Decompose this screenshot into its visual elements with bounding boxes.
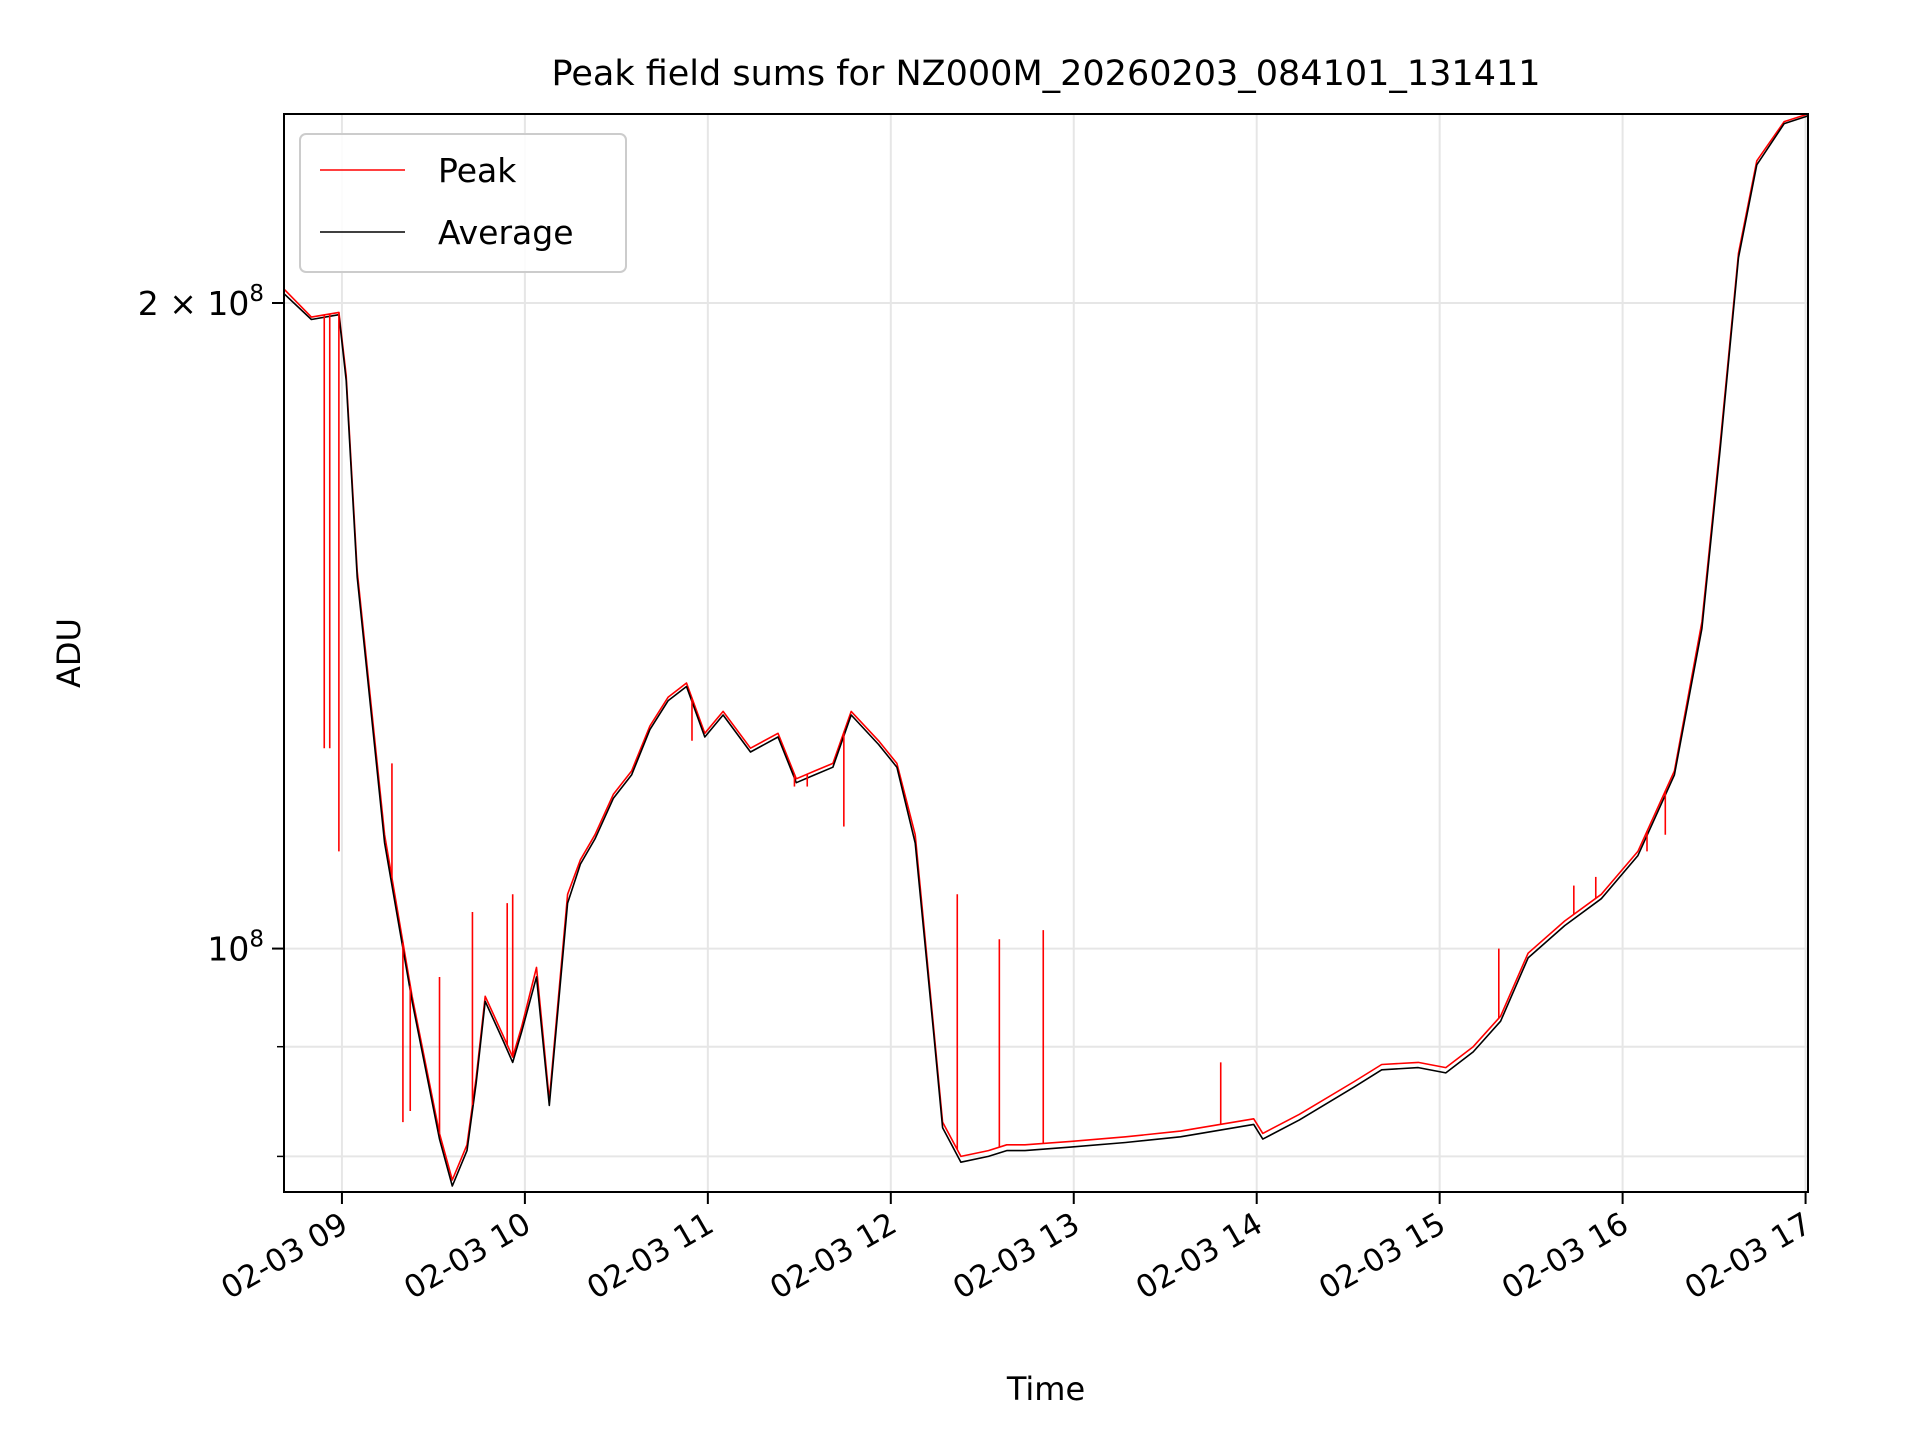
series-layer	[283, 113, 1809, 1187]
plot-frame	[283, 113, 1809, 1193]
legend: Peak Average	[299, 133, 627, 273]
legend-box	[299, 133, 627, 273]
grid	[284, 114, 1808, 1192]
legend-peak-label: Peak	[438, 151, 517, 190]
y-tick-label: 2 × 108	[138, 281, 264, 323]
series-line-average	[283, 115, 1809, 1187]
y-axis: 108 2 × 108	[138, 281, 284, 1158]
y-axis-label: ADU	[50, 618, 88, 688]
chart-title: Peak field sums for NZ000M_20260203_0841…	[551, 54, 1540, 94]
y-tick-label: 108	[207, 927, 264, 969]
legend-average-label: Average	[438, 213, 574, 252]
x-axis-label: Time	[1006, 1370, 1085, 1408]
